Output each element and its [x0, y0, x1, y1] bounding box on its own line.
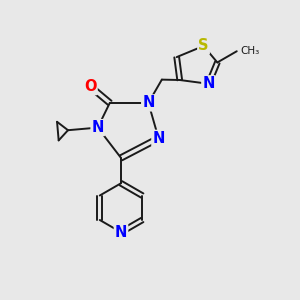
- Text: S: S: [198, 38, 209, 53]
- Text: N: N: [142, 95, 154, 110]
- Text: CH₃: CH₃: [240, 46, 260, 56]
- Text: O: O: [84, 79, 97, 94]
- Text: N: N: [152, 131, 165, 146]
- Text: N: N: [115, 225, 127, 240]
- Text: N: N: [202, 76, 215, 91]
- Text: N: N: [92, 120, 104, 135]
